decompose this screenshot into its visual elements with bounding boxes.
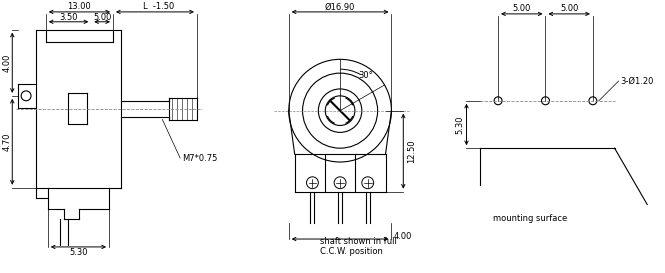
Text: 5.00: 5.00 [513,4,531,13]
Text: 5.00: 5.00 [93,13,111,22]
Text: 3-Ø1.20: 3-Ø1.20 [620,76,654,85]
Text: C.C.W. position: C.C.W. position [321,247,383,256]
Text: 12.50: 12.50 [407,139,416,163]
Text: shaft shown in full: shaft shown in full [321,236,397,245]
Text: M7*0.75: M7*0.75 [182,153,217,162]
Text: 4.00: 4.00 [394,232,412,241]
Text: 13.00: 13.00 [68,2,91,11]
Text: 5.00: 5.00 [560,4,579,13]
Text: L  -1.50: L -1.50 [143,2,174,11]
Text: Ø16.90: Ø16.90 [325,2,355,11]
Text: mounting surface: mounting surface [493,214,567,223]
Text: 3.50: 3.50 [59,13,78,22]
Text: 30°: 30° [358,71,373,80]
Text: 4.70: 4.70 [3,132,12,151]
Text: 4.00: 4.00 [3,54,12,72]
Text: 5.30: 5.30 [69,248,88,257]
Text: 5.30: 5.30 [455,115,464,134]
